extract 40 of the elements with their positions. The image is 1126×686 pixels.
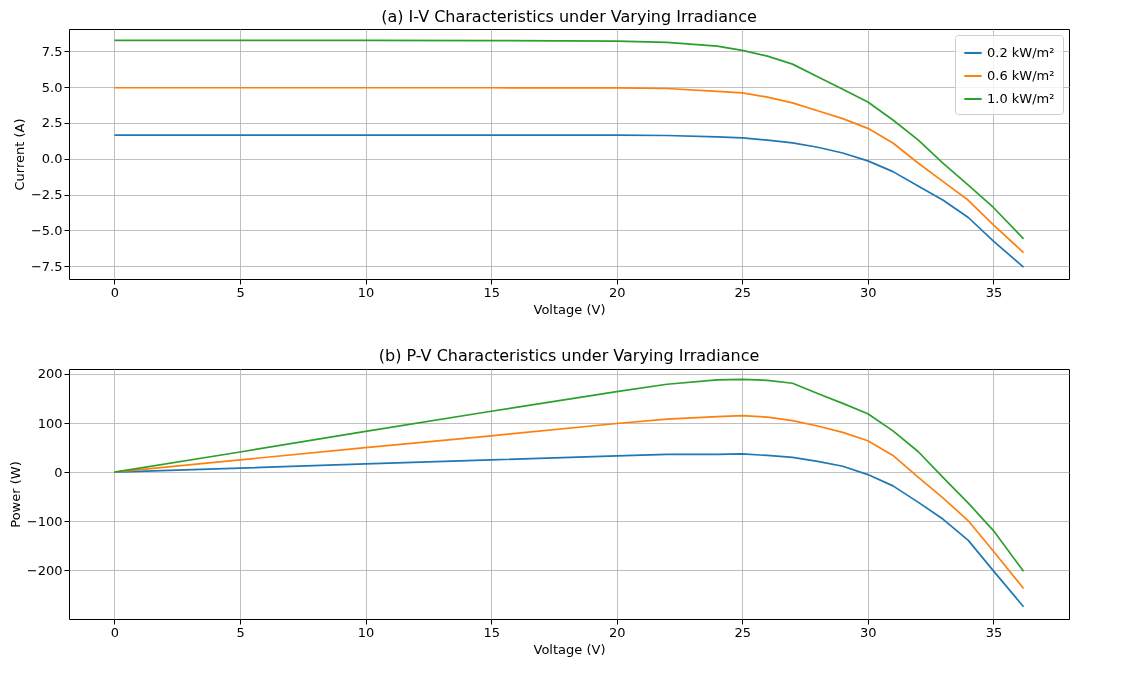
x-tick-label: 5 (236, 284, 245, 300)
x-tick-label: 0 (110, 284, 120, 300)
y-tick-label: 0 (54, 464, 63, 480)
chart-title: (a) I-V Characteristics under Varying Irradiance (381, 7, 757, 26)
x-tick-label: 35 (985, 284, 1003, 300)
x-tick-label: 5 (236, 624, 245, 640)
x-tick-label: 0 (110, 624, 120, 640)
x-tick-label: 30 (860, 624, 877, 640)
x-tick-label: 35 (985, 624, 1003, 640)
x-tick-label: 15 (483, 284, 500, 300)
y-tick-label: 7.5 (41, 43, 63, 59)
x-axis-title: Voltage (V) (533, 641, 606, 657)
legend-label: 1.0 kW/m² (987, 91, 1055, 106)
y-tick-label: 2.5 (41, 115, 63, 131)
y-tick-label: 5.0 (41, 79, 63, 95)
y-tick-label: −100 (26, 513, 63, 529)
y-tick-label: 0.0 (41, 151, 63, 167)
x-tick-label: 30 (860, 284, 877, 300)
y-tick-label: −2.5 (30, 187, 63, 203)
legend-label: 0.6 kW/m² (987, 68, 1055, 83)
line-series (113, 378, 1025, 573)
x-tick-label: 10 (357, 284, 375, 300)
y-tick-label: 200 (37, 366, 63, 382)
y-tick-label: −5.0 (30, 222, 63, 238)
y-axis-title: Power (W) (7, 461, 23, 528)
x-tick-label: 20 (608, 624, 626, 640)
chart-title: (b) P-V Characteristics under Varying Irradiance (378, 345, 760, 365)
x-tick-label: 10 (357, 624, 375, 640)
x-tick-label: 20 (608, 284, 626, 300)
line-series (113, 134, 1025, 268)
y-tick-label: −7.5 (30, 258, 63, 274)
legend-label: 0.2 kW/m² (987, 45, 1055, 60)
x-tick-label: 25 (734, 284, 752, 300)
x-axis-title: Voltage (V) (533, 301, 606, 317)
x-tick-label: 15 (483, 624, 500, 640)
y-axis-title: Current (A) (11, 118, 27, 191)
x-tick-label: 25 (734, 624, 752, 640)
y-tick-label: −200 (26, 562, 63, 578)
line-series (113, 414, 1025, 590)
y-tick-label: 100 (37, 415, 63, 431)
